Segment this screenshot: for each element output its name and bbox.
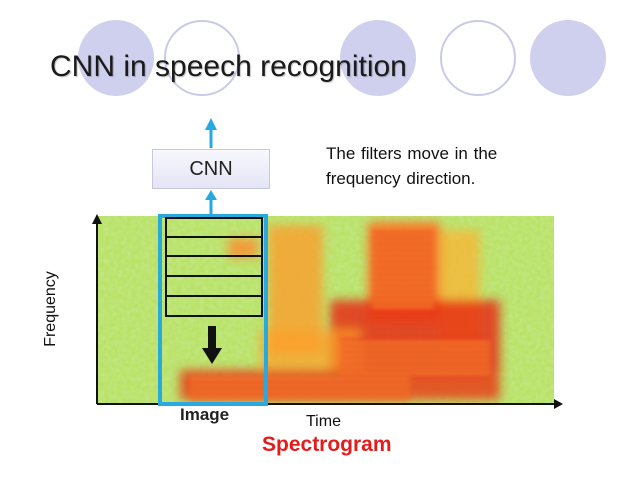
arrow-up-icon [205,118,217,216]
decor-circle-2 [164,20,240,96]
image-label: Image [180,405,230,424]
decor-circle-1 [78,20,154,96]
filter-direction-note: The filters move in the frequency direct… [326,144,498,188]
frequency-axis-label: Frequency [42,271,59,347]
cnn-box: CNN [152,149,270,189]
input-window [158,214,268,406]
spectrogram-caption: Spectrogram [262,433,392,456]
decor-circle-4 [440,20,516,96]
decor-circle-5 [530,20,606,96]
spectrogram-image [98,216,554,404]
arrow-down-icon [202,326,222,364]
time-axis-label: Time [306,413,341,430]
slide-title: CNN in speech recognition [50,50,407,83]
filter-stack [165,217,263,317]
decor-circle-3 [340,20,416,96]
